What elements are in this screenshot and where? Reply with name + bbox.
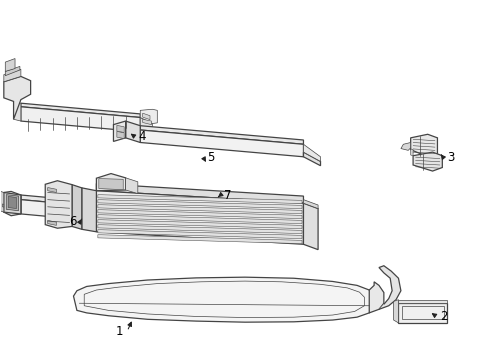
- Polygon shape: [4, 193, 21, 214]
- Polygon shape: [97, 174, 125, 191]
- Polygon shape: [98, 204, 302, 213]
- Polygon shape: [48, 220, 56, 225]
- Polygon shape: [135, 207, 150, 229]
- Polygon shape: [81, 210, 90, 220]
- Polygon shape: [4, 76, 30, 119]
- Polygon shape: [303, 200, 318, 208]
- Text: 3: 3: [447, 151, 454, 164]
- Polygon shape: [77, 207, 94, 224]
- Polygon shape: [98, 230, 302, 239]
- Polygon shape: [74, 277, 374, 322]
- Polygon shape: [77, 206, 87, 222]
- Polygon shape: [98, 235, 302, 244]
- Text: 2: 2: [440, 310, 447, 323]
- Polygon shape: [98, 200, 302, 208]
- Polygon shape: [140, 126, 303, 144]
- Polygon shape: [125, 178, 138, 194]
- Polygon shape: [21, 103, 140, 117]
- Polygon shape: [14, 102, 21, 121]
- Polygon shape: [379, 266, 401, 309]
- Polygon shape: [125, 121, 140, 143]
- Polygon shape: [114, 121, 125, 141]
- Polygon shape: [143, 119, 151, 125]
- Polygon shape: [6, 195, 19, 211]
- Polygon shape: [303, 152, 320, 166]
- Polygon shape: [411, 149, 413, 156]
- Polygon shape: [4, 69, 21, 82]
- Polygon shape: [21, 195, 138, 210]
- Polygon shape: [48, 188, 56, 193]
- Polygon shape: [393, 300, 398, 323]
- Text: 5: 5: [207, 151, 215, 165]
- Polygon shape: [413, 152, 442, 171]
- Polygon shape: [117, 131, 124, 139]
- Polygon shape: [98, 215, 302, 224]
- Text: 4: 4: [138, 130, 146, 143]
- Polygon shape: [5, 66, 20, 76]
- Polygon shape: [303, 144, 320, 161]
- Polygon shape: [0, 191, 4, 212]
- Polygon shape: [303, 203, 318, 249]
- Polygon shape: [117, 125, 124, 132]
- Polygon shape: [77, 204, 94, 208]
- Polygon shape: [398, 300, 447, 303]
- Polygon shape: [97, 184, 303, 203]
- Polygon shape: [5, 59, 15, 71]
- Polygon shape: [98, 195, 302, 203]
- Polygon shape: [98, 220, 302, 229]
- Polygon shape: [79, 208, 92, 222]
- Polygon shape: [401, 143, 411, 150]
- Polygon shape: [369, 282, 384, 313]
- Polygon shape: [99, 179, 123, 190]
- Polygon shape: [21, 200, 138, 225]
- Text: 6: 6: [69, 215, 77, 228]
- Polygon shape: [4, 192, 21, 216]
- Text: 1: 1: [116, 325, 123, 338]
- Polygon shape: [97, 191, 303, 244]
- Polygon shape: [8, 197, 17, 208]
- Polygon shape: [398, 303, 447, 323]
- Polygon shape: [2, 204, 4, 207]
- Polygon shape: [143, 113, 150, 120]
- Polygon shape: [98, 210, 302, 219]
- Polygon shape: [140, 117, 152, 137]
- Polygon shape: [21, 107, 140, 132]
- Text: 7: 7: [224, 189, 232, 202]
- Polygon shape: [72, 185, 82, 229]
- Polygon shape: [140, 130, 303, 157]
- Polygon shape: [82, 188, 97, 232]
- Polygon shape: [411, 134, 438, 157]
- Polygon shape: [98, 225, 302, 234]
- Polygon shape: [140, 109, 157, 123]
- Polygon shape: [45, 181, 72, 228]
